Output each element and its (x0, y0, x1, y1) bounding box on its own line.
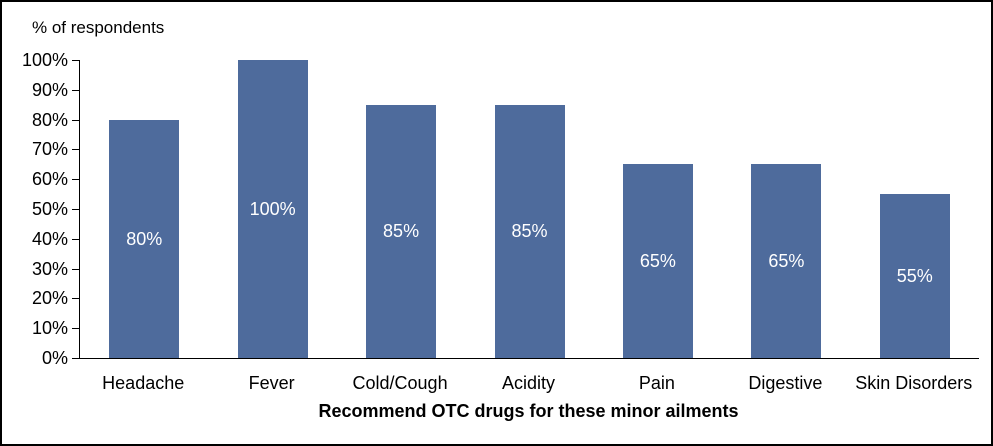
y-tick-label: 100% (21, 50, 68, 70)
x-category-label: Digestive (748, 373, 823, 393)
x-category-label: Cold/Cough (352, 373, 448, 393)
bar-value-label: 55% (896, 265, 933, 286)
y-tick (72, 298, 79, 300)
y-tick (72, 268, 79, 270)
y-tick-label: 10% (31, 318, 68, 339)
y-tick-label: 70% (31, 139, 68, 160)
x-category-label: Skin Disorders (855, 373, 973, 393)
y-tick-label: 60% (31, 169, 68, 190)
bar: 85% (366, 105, 437, 358)
y-tick (72, 60, 79, 61)
bar-value-label: 80% (126, 228, 163, 249)
plot-area: 80% 100% 85% 85% 65% 65% 55% (79, 60, 979, 359)
y-tick (72, 209, 79, 210)
y-tick (72, 238, 79, 240)
bar: 100% (237, 60, 308, 358)
y-tick-label: 40% (31, 228, 68, 249)
y-tick (72, 179, 79, 181)
y-tick (72, 119, 79, 121)
bar-value-label: 65% (639, 250, 676, 271)
bar-value-label: 100% (249, 198, 296, 219)
x-category-label: Headache (102, 373, 185, 393)
y-tick (72, 328, 79, 330)
x-category-label: Fever (248, 373, 295, 393)
bar-value-label: 85% (511, 221, 548, 241)
bar: 55% (879, 194, 950, 358)
bar: 80% (109, 120, 180, 358)
y-tick (72, 149, 79, 151)
bar-value-label: 85% (383, 221, 420, 241)
y-tick-label: 90% (31, 79, 68, 100)
bar-value-label: 65% (768, 250, 805, 271)
y-tick-label: 80% (31, 109, 68, 130)
bar: 65% (622, 164, 693, 358)
y-tick-label: 0% (41, 348, 68, 368)
y-tick (72, 358, 79, 359)
bar: 85% (494, 105, 565, 358)
y-tick-label: 50% (31, 199, 68, 219)
y-axis-title: % of respondents (32, 18, 165, 37)
x-axis-title: Recommend OTC drugs for these minor ailm… (318, 401, 739, 421)
x-category-label: Acidity (501, 373, 555, 393)
bar: 65% (751, 164, 822, 358)
y-tick-label: 30% (31, 258, 68, 279)
y-tick-label: 20% (31, 288, 68, 309)
x-category-label: Pain (638, 373, 675, 393)
y-tick (72, 89, 79, 91)
